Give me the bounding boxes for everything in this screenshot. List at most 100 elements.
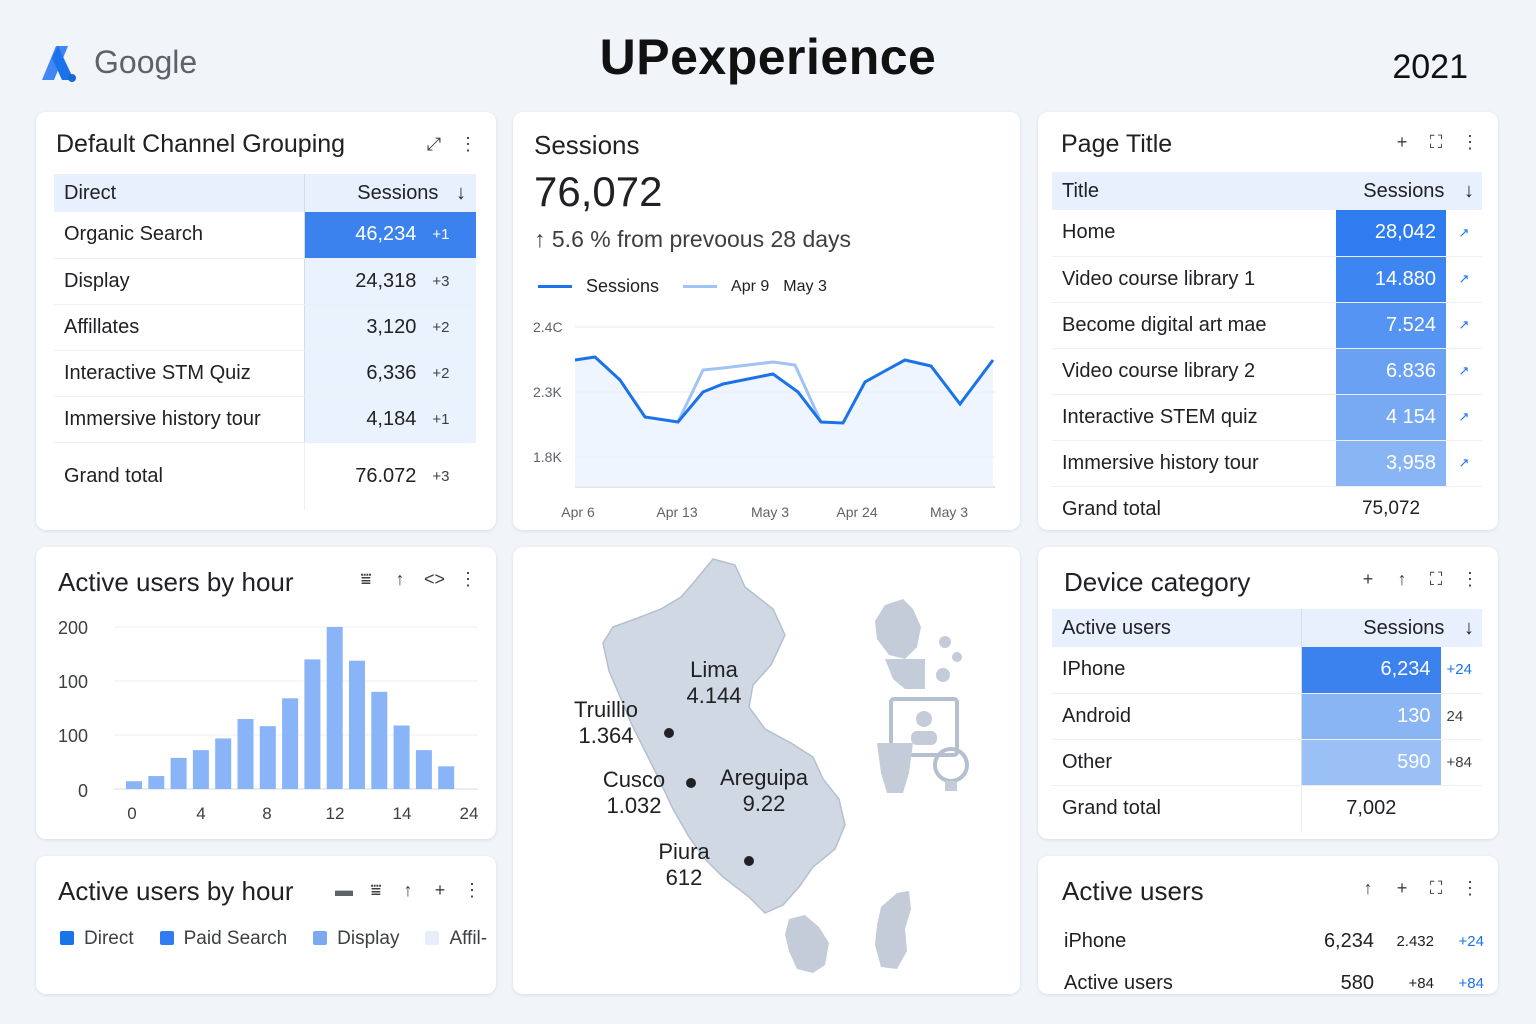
arrow-up-icon[interactable]: ↑: [1397, 569, 1407, 589]
city-label-piura[interactable]: Piura 612: [639, 839, 729, 891]
hour-bar[interactable]: [371, 691, 388, 789]
hour-bar[interactable]: [415, 750, 432, 789]
sort-down-icon[interactable]: ↓: [1464, 179, 1474, 202]
city-marker[interactable]: [744, 856, 754, 866]
open-link-icon[interactable]: ↗: [1446, 256, 1482, 303]
city-label-lima[interactable]: Lima 4.144: [669, 657, 759, 709]
column-header-active-users[interactable]: Active users: [1052, 609, 1303, 647]
card-title: Device category: [1064, 567, 1251, 597]
legend-item[interactable]: Affil-: [425, 928, 487, 950]
city-label-truillio[interactable]: Truillio 1.364: [561, 697, 651, 749]
hour-bar[interactable]: [326, 627, 343, 789]
add-icon[interactable]: +: [1362, 569, 1374, 589]
table-row[interactable]: Android 130 24: [1052, 693, 1482, 740]
fullscreen-icon[interactable]: ⛶: [1429, 132, 1443, 152]
table-row[interactable]: IPhone 6,234 +24: [1052, 647, 1482, 694]
open-link-icon[interactable]: ↗: [1446, 348, 1482, 395]
table-row[interactable]: Affillates 3,120 +2: [54, 304, 476, 351]
more-icon[interactable]: ⋮: [1461, 132, 1479, 152]
table-row[interactable]: Home 28,042 ↗: [1052, 210, 1482, 257]
table-row[interactable]: iPhone 6,234 2.432 +24: [1064, 920, 1484, 962]
card-title: Page Title: [1061, 130, 1173, 158]
channel-delta: +1: [426, 212, 476, 259]
more-icon[interactable]: ⋮: [463, 880, 481, 900]
hour-bar[interactable]: [438, 766, 455, 789]
table-row[interactable]: Other 590 +84: [1052, 739, 1482, 786]
hour-bar[interactable]: [148, 776, 165, 789]
more-icon[interactable]: ⋮: [1461, 569, 1479, 589]
legend-label: Direct: [84, 928, 134, 949]
column-header-sessions[interactable]: Sessions ↓: [304, 174, 476, 212]
arrow-up-icon[interactable]: ↑: [395, 569, 405, 589]
expand-icon[interactable]: ⤢: [426, 134, 442, 154]
row-value-secondary: 2.432: [1396, 932, 1434, 950]
column-header-sessions[interactable]: Sessions ↓: [1301, 609, 1482, 647]
y-tick-label: 100: [58, 672, 88, 692]
more-icon[interactable]: ⋮: [1461, 878, 1479, 898]
column-header-direct[interactable]: Direct: [54, 174, 305, 212]
open-link-icon[interactable]: ↗: [1446, 210, 1482, 257]
sort-down-icon[interactable]: ↓: [1464, 616, 1474, 639]
page-sessions: 4 154: [1336, 394, 1446, 441]
open-link-icon[interactable]: ↗: [1446, 302, 1482, 349]
sort-down-icon[interactable]: ↓: [456, 181, 466, 204]
hour-bar[interactable]: [282, 698, 299, 789]
legend-item[interactable]: Direct: [60, 928, 134, 950]
city-label-cusco[interactable]: Cusco 1.032: [589, 767, 679, 819]
grand-total-value: 75,072: [1361, 498, 1421, 520]
city-marker[interactable]: [664, 728, 674, 738]
city-label-areguipa[interactable]: Areguipa 9.22: [709, 765, 819, 817]
add-icon[interactable]: +: [1396, 878, 1408, 898]
sessions-card: Sessions 76,072 ↑ 5.6 % from prevoous 28…: [513, 112, 1020, 530]
more-icon[interactable]: ⋮: [459, 134, 477, 154]
legend-item[interactable]: Paid Search: [159, 928, 287, 950]
hour-bar[interactable]: [259, 726, 276, 789]
code-icon[interactable]: <>: [424, 569, 446, 589]
fullscreen-icon[interactable]: ⛶: [1429, 569, 1443, 589]
column-header-sessions[interactable]: Sessions ↓: [1336, 172, 1482, 210]
grand-total-delta: +3: [432, 467, 450, 485]
hour-bar[interactable]: [170, 757, 187, 789]
y-tick-label: 100: [58, 726, 88, 746]
hour-bar[interactable]: [192, 750, 209, 789]
table-row[interactable]: Display 24,318 +3: [54, 258, 476, 305]
hour-bar[interactable]: [304, 659, 321, 789]
add-icon[interactable]: +: [1396, 132, 1408, 152]
row-value: 6,234: [1323, 929, 1374, 952]
table-row[interactable]: Organic Search 46,234 +1: [54, 212, 476, 259]
table-row[interactable]: Interactive STM Quiz 6,336 +2: [54, 350, 476, 397]
filter-icon[interactable]: ⩸: [360, 569, 372, 589]
table-row[interactable]: Active users 580 +84 +84: [1064, 962, 1484, 994]
hour-bar[interactable]: [349, 660, 365, 789]
x-tick-label: 8: [262, 804, 271, 823]
table-row[interactable]: Immersive history tour 4,184 +1: [54, 396, 476, 443]
hour-bar[interactable]: [237, 719, 254, 789]
city-marker[interactable]: [686, 778, 696, 788]
more-icon[interactable]: ⋮: [459, 569, 477, 589]
channel-name: Affillates: [54, 304, 305, 351]
brand-logo[interactable]: Google: [38, 40, 197, 84]
arrow-up-icon[interactable]: ↑: [403, 880, 413, 900]
row-value: 580: [1340, 971, 1374, 994]
table-row[interactable]: Become digital art mae 7.524 ↗: [1052, 302, 1482, 349]
hour-bar[interactable]: [126, 781, 142, 789]
legend-line-swatch: [683, 285, 718, 288]
table-row[interactable]: Interactive STEM quiz 4 154 ↗: [1052, 394, 1482, 441]
table-row[interactable]: Immersive history tour 3,958 ↗: [1052, 440, 1482, 487]
column-header-title[interactable]: Title: [1052, 172, 1336, 210]
row-label: Active users: [1064, 971, 1173, 994]
table-row[interactable]: Video course library 1 14.880 ↗: [1052, 256, 1482, 303]
open-link-icon[interactable]: ↗: [1446, 394, 1482, 441]
add-icon[interactable]: +: [434, 880, 446, 900]
hour-bar[interactable]: [215, 738, 232, 789]
chart-type-icon[interactable]: ▬: [335, 880, 353, 900]
open-link-icon[interactable]: ↗: [1446, 440, 1482, 487]
arrow-up-icon[interactable]: ↑: [1363, 878, 1373, 898]
fullscreen-icon[interactable]: ⛶: [1429, 878, 1443, 898]
filter-icon[interactable]: ⩸: [370, 880, 382, 900]
table-row[interactable]: Video course library 2 6.836 ↗: [1052, 348, 1482, 395]
legend-item[interactable]: Display: [313, 928, 399, 950]
card-title: Active users by hour: [58, 567, 294, 597]
page-sessions: 7.524: [1336, 302, 1446, 349]
hour-bar[interactable]: [393, 725, 410, 789]
